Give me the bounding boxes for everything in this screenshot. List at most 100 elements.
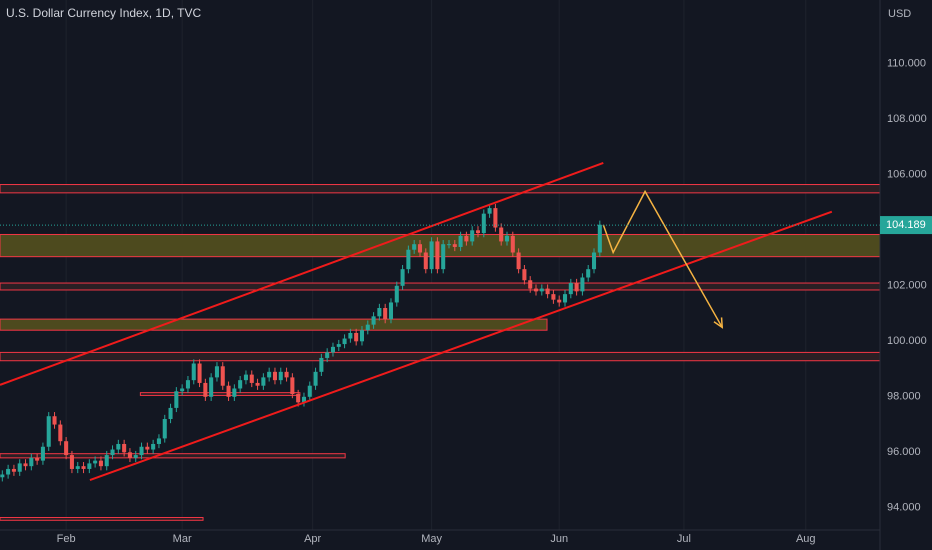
candle-body: [522, 269, 527, 281]
candle-body: [354, 332, 359, 342]
candle-body: [336, 344, 341, 347]
candle-body: [145, 446, 150, 450]
candle-body: [127, 452, 132, 458]
y-tick-label: 100.000: [887, 335, 927, 347]
zone: [0, 233, 881, 258]
candle-body: [388, 302, 394, 320]
candle-body: [249, 374, 254, 383]
candle-body: [464, 235, 469, 242]
candle-body: [301, 396, 306, 403]
trend-line: [89, 210, 833, 481]
y-tick-label: 106.000: [887, 169, 927, 181]
candle-body: [533, 288, 539, 292]
candle-body: [17, 463, 22, 472]
candle-body: [296, 394, 301, 403]
candle-body: [98, 460, 103, 467]
y-tick-label: 108.000: [887, 113, 927, 125]
candle-body: [290, 377, 295, 395]
candle-body: [238, 380, 243, 389]
trend-line: [0, 161, 604, 386]
candle-body: [475, 230, 481, 234]
candle-body: [81, 466, 86, 469]
candle-body: [359, 330, 365, 342]
zone: [0, 453, 346, 459]
candle-body: [272, 371, 277, 381]
candle-body: [278, 371, 283, 381]
candle-body: [64, 441, 69, 456]
x-tick-label: Jun: [550, 533, 568, 545]
candle-body: [325, 352, 330, 358]
x-tick-label: Aug: [796, 533, 816, 545]
candle-body: [551, 294, 556, 300]
candle-body: [243, 374, 248, 381]
candle-body: [539, 288, 544, 292]
zone: [0, 517, 204, 521]
candle-body: [151, 443, 156, 450]
candle-body: [429, 241, 434, 270]
candle-body: [11, 468, 16, 472]
candle-body: [46, 416, 51, 447]
candle-body: [394, 285, 399, 303]
candle-body: [214, 366, 219, 378]
candle-body: [446, 244, 452, 246]
candle-body: [58, 424, 63, 442]
candle-body: [168, 407, 173, 420]
zone: [139, 392, 301, 396]
candle-body: [307, 385, 312, 397]
candle-body: [452, 244, 457, 247]
candle-body: [417, 244, 423, 253]
zone: [0, 184, 881, 194]
candle-body: [180, 388, 185, 392]
candle-body: [470, 230, 475, 242]
zone: [0, 318, 548, 331]
candle-body: [574, 283, 579, 292]
candle-body: [197, 363, 202, 383]
candle-body: [6, 468, 11, 475]
candle-body: [255, 382, 260, 386]
candle-body: [313, 371, 318, 386]
candle-body: [174, 391, 179, 408]
candle-body: [586, 269, 591, 278]
candle-body: [562, 294, 568, 303]
candle-body: [52, 416, 57, 425]
candle-body: [365, 324, 370, 331]
candle-body: [191, 363, 196, 381]
candle-body: [493, 208, 498, 228]
candle-body: [122, 443, 127, 453]
candle-body: [156, 438, 161, 444]
candle-body: [284, 371, 289, 378]
y-tick-label: 96.000: [887, 446, 921, 458]
candle-body: [412, 244, 417, 250]
candle-body: [481, 213, 486, 234]
candle-body: [591, 252, 597, 270]
candle-body: [203, 382, 208, 397]
last-price-label: 104.189: [886, 219, 926, 231]
candle-body: [209, 377, 214, 397]
candle-body: [139, 446, 144, 456]
candle-body: [185, 380, 190, 389]
x-tick-label: Apr: [304, 533, 321, 545]
candle-body: [400, 269, 405, 286]
candle-body: [226, 385, 231, 397]
candle-body: [342, 338, 347, 345]
candle-body: [23, 463, 28, 467]
y-tick-label: 94.000: [887, 502, 921, 514]
candle-body: [510, 235, 515, 253]
arrow-head: [713, 317, 724, 329]
candle-body: [580, 277, 585, 292]
x-tick-label: Jul: [677, 533, 691, 545]
chart-title: U.S. Dollar Currency Index, 1D, TVC: [6, 6, 202, 20]
candle-body: [220, 366, 225, 386]
candle-body: [133, 455, 138, 458]
candle-body: [371, 316, 376, 325]
candle-body: [423, 252, 428, 270]
y-tick-label: 110.000: [887, 58, 926, 70]
candle-body: [330, 346, 336, 353]
candle-body: [116, 443, 121, 450]
candle-body: [87, 463, 92, 469]
candle-body: [104, 455, 109, 467]
candle-body: [383, 308, 388, 320]
candle-body: [162, 419, 167, 439]
